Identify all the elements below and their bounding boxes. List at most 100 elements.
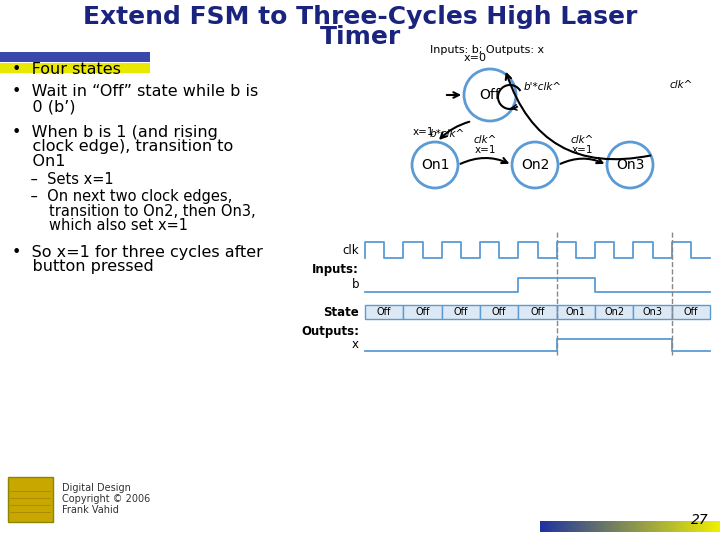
Bar (574, 521, 575, 532)
Text: Off: Off (480, 88, 500, 102)
Bar (605, 521, 606, 532)
Bar (711, 521, 712, 532)
Text: On1: On1 (566, 307, 586, 317)
Text: Off: Off (684, 307, 698, 317)
Bar (564, 521, 565, 532)
Text: On2: On2 (521, 158, 549, 172)
Bar (548, 521, 549, 532)
Text: clk: clk (343, 244, 359, 256)
Text: On1: On1 (420, 158, 449, 172)
Bar (676, 521, 677, 532)
Bar (606, 521, 607, 532)
Bar (559, 521, 560, 532)
Bar (577, 521, 578, 532)
Bar (545, 521, 546, 532)
Bar (655, 521, 656, 532)
Bar (631, 521, 632, 532)
Text: On2: On2 (604, 307, 624, 317)
Bar (599, 521, 600, 532)
Bar (611, 521, 612, 532)
Bar (652, 521, 653, 532)
Bar (704, 521, 705, 532)
Text: State: State (323, 306, 359, 319)
Text: x=1: x=1 (572, 145, 593, 155)
Bar (616, 521, 617, 532)
Bar (552, 521, 553, 532)
Text: Off: Off (531, 307, 545, 317)
Bar (403, 305, 441, 319)
Bar (608, 521, 609, 532)
Text: clock edge), transition to: clock edge), transition to (12, 139, 233, 154)
Bar (686, 521, 687, 532)
Bar (562, 521, 563, 532)
Bar (672, 305, 710, 319)
Bar (650, 521, 651, 532)
Bar (639, 521, 640, 532)
Bar (558, 521, 559, 532)
Bar (633, 521, 634, 532)
Bar (677, 521, 678, 532)
Bar (647, 521, 648, 532)
Bar (543, 521, 544, 532)
Bar (671, 521, 672, 532)
Bar (634, 305, 672, 319)
Bar (702, 521, 703, 532)
Text: •  Wait in “Off” state while b is: • Wait in “Off” state while b is (12, 84, 258, 99)
Bar (689, 521, 690, 532)
Bar (615, 521, 616, 532)
Bar (578, 521, 579, 532)
Bar (579, 521, 580, 532)
Bar (712, 521, 713, 532)
Text: On3: On3 (616, 158, 644, 172)
Bar (638, 521, 639, 532)
Bar (658, 521, 659, 532)
Bar (714, 521, 715, 532)
Bar (651, 521, 652, 532)
Bar (586, 521, 587, 532)
Bar (602, 521, 603, 532)
Bar (544, 521, 545, 532)
Bar (663, 521, 664, 532)
Bar (617, 521, 618, 532)
Bar (698, 521, 699, 532)
Bar (603, 521, 604, 532)
Bar (556, 521, 557, 532)
Bar (627, 521, 628, 532)
Bar (622, 521, 623, 532)
Bar (575, 521, 576, 532)
Bar (600, 521, 601, 532)
Bar (632, 521, 633, 532)
Bar (618, 521, 619, 532)
Bar (595, 521, 596, 532)
Bar (695, 521, 696, 532)
Bar (563, 521, 564, 532)
Bar (614, 521, 615, 532)
Bar (654, 521, 655, 532)
Bar (662, 521, 663, 532)
Bar (595, 305, 634, 319)
Bar (621, 521, 622, 532)
Bar (707, 521, 708, 532)
Text: Off: Off (377, 307, 392, 317)
Text: Inputs:: Inputs: (312, 264, 359, 276)
Text: clk^: clk^ (473, 135, 497, 145)
Text: Frank Vahid: Frank Vahid (62, 505, 119, 515)
Bar (610, 521, 611, 532)
Bar (0, 52, 150, 62)
Bar (607, 521, 608, 532)
Text: Digital Design: Digital Design (62, 483, 131, 493)
Bar (565, 521, 566, 532)
Bar (634, 521, 635, 532)
Text: clk^: clk^ (670, 80, 693, 90)
Bar (624, 521, 625, 532)
Bar (547, 521, 548, 532)
Bar (566, 521, 567, 532)
Bar (598, 521, 599, 532)
Bar (688, 521, 689, 532)
Text: transition to On2, then On3,: transition to On2, then On3, (12, 204, 256, 219)
Bar (582, 521, 583, 532)
Bar (715, 521, 716, 532)
Bar (705, 521, 706, 532)
Bar (626, 521, 627, 532)
Text: Timer: Timer (320, 25, 400, 49)
